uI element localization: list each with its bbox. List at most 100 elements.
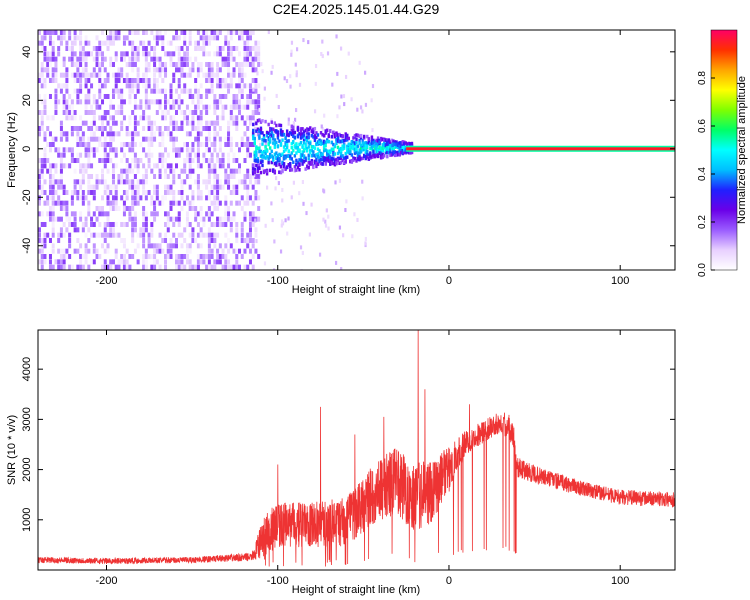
heatmap-cell [38,78,41,83]
heatmap-cell [172,147,176,153]
heatmap-cell [136,158,140,163]
heatmap-cell [68,94,72,99]
heatmap-cell [218,184,222,190]
heatmap-cell [120,195,124,201]
heatmap-cell [79,72,83,78]
heatmap-cell [367,140,371,145]
heatmap-cell [346,138,349,142]
heatmap-cell [120,174,124,179]
heatmap-cell [111,200,115,206]
heatmap-cell [73,72,77,78]
heatmap-cell [292,148,295,153]
heatmap-cell [202,104,206,110]
heatmap-cell [174,136,178,142]
heatmap-cell [131,46,135,51]
heatmap-cell [319,157,323,162]
heatmap-cell [128,40,132,46]
heatmap-cell [205,104,209,110]
heatmap-cell [136,120,140,126]
heatmap-cell [84,243,88,249]
heatmap-cell [106,78,110,83]
heatmap-cell [98,232,102,238]
heatmap-cell [227,184,231,190]
heatmap-cell [307,132,310,136]
heatmap-cell [136,259,140,265]
heatmap-cell [172,51,176,57]
heatmap-cell [139,78,143,83]
heatmap-cell [62,152,66,158]
heatmap-cell [398,144,401,149]
heatmap-cell [375,150,378,154]
heatmap-cell [81,174,85,179]
heatmap-cell [133,131,137,137]
heatmap-cell [84,142,88,147]
heatmap-cell [136,163,140,169]
heatmap-cell [183,142,187,147]
heatmap-cell [261,69,264,74]
heatmap-cell [248,227,252,233]
heatmap-cell [103,83,107,89]
heatmap-cell [366,152,369,156]
heatmap-cell [144,46,148,51]
heatmap-cell [87,179,91,185]
y-tick-label: 0 [21,146,33,152]
heatmap-cell [131,88,135,94]
heatmap-cell [188,56,192,62]
heatmap-cell [155,259,159,265]
heatmap-cell [324,131,327,135]
heatmap-cell [131,206,135,211]
heatmap-cell [370,98,373,103]
heatmap-cell [232,30,236,35]
heatmap-cell [172,126,176,131]
heatmap-cell [117,206,121,211]
heatmap-cell [155,88,159,94]
heatmap-cell [98,158,102,163]
heatmap-cell [43,163,47,169]
heatmap-cell [253,170,256,174]
heatmap-cell [150,46,154,51]
heatmap-cell [251,254,255,259]
heatmap-cell [273,169,277,174]
heatmap-cell [307,160,310,165]
heatmap-cell [158,35,162,41]
heatmap-cell [232,264,236,270]
heatmap-cell [57,152,61,158]
heatmap-cell [298,132,301,136]
heatmap-cell [101,211,105,217]
heatmap-cell [177,147,181,153]
heatmap-cell [79,83,83,89]
heatmap-cell [142,179,146,185]
x-tick-label: 0 [446,575,452,587]
heatmap-cell [313,136,317,140]
heatmap-cell [224,136,228,142]
heatmap-cell [267,131,270,135]
heatmap-cell [386,147,389,152]
heatmap-cell [40,163,44,169]
heatmap-cell [246,51,250,57]
heatmap-cell [51,46,55,51]
heatmap-cell [87,147,91,153]
heatmap-cell [142,78,146,83]
heatmap-cell [302,133,306,138]
heatmap-cell [73,158,77,163]
heatmap-cell [387,145,391,150]
heatmap-cell [139,179,143,185]
heatmap-cell [38,110,41,115]
heatmap-cell [346,144,349,149]
heatmap-cell [142,174,146,179]
x-tick-label: 100 [611,575,629,587]
heatmap-cell [174,254,178,259]
heatmap-cell [243,238,247,243]
heatmap-cell [255,129,258,133]
heatmap-cell [98,142,102,147]
heatmap-cell [133,126,137,131]
heatmap-cell [57,200,61,206]
heatmap-cell [166,174,170,179]
heatmap-cell [48,35,52,41]
heatmap-cell [194,206,198,211]
heatmap-cell [81,264,85,270]
heatmap-cell [172,216,176,222]
heatmap-cell [117,232,121,238]
heatmap-cell [285,133,289,137]
